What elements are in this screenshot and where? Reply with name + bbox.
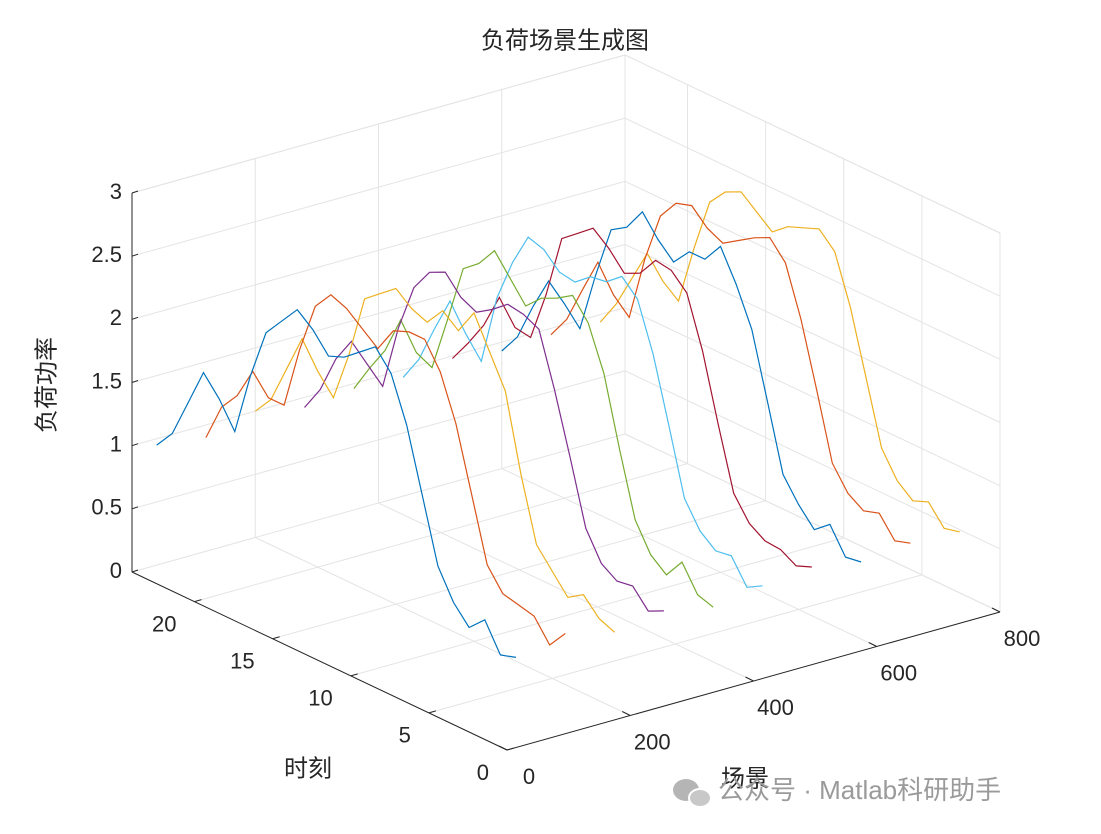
z-tick-label: 0.5: [91, 495, 122, 520]
y-tick-label: 800: [1004, 626, 1041, 651]
x-axis-label: 时刻: [284, 755, 332, 782]
box-line: [624, 54, 1001, 234]
grid-line: [624, 244, 1001, 423]
z-tick-label: 0: [110, 558, 122, 583]
z-tick: [131, 443, 139, 447]
y-tick: [498, 745, 508, 751]
grid-line: [624, 180, 1001, 360]
x-axis: [131, 571, 508, 751]
x-tick: [272, 636, 280, 640]
x-tick-label: 20: [152, 611, 176, 636]
grid-line: [272, 500, 766, 640]
series-line: [254, 287, 615, 633]
series-line: [501, 210, 862, 563]
y-tick-label: 200: [634, 729, 671, 754]
y-tick-label: 0: [523, 764, 535, 789]
series-line: [156, 308, 517, 658]
grid-line: [624, 307, 1001, 487]
x-tick: [194, 599, 202, 603]
z-tick: [131, 506, 139, 510]
z-tick-label: 2.5: [91, 242, 122, 267]
series-line: [451, 227, 812, 568]
x-tick: [428, 710, 437, 714]
z-tick-label: 3: [110, 179, 122, 204]
grid-line: [624, 117, 1001, 297]
z-tick-label: 2: [110, 305, 122, 330]
grid-line: [501, 468, 877, 647]
z-tick: [131, 569, 139, 573]
x-tick-label: 15: [230, 649, 254, 674]
x-tick-label: 10: [308, 686, 332, 711]
x-tick: [506, 747, 515, 751]
chart-title: 负荷场景生成图: [481, 27, 649, 54]
series-line: [402, 236, 763, 588]
series-line: [304, 271, 664, 612]
grid-line: [350, 537, 844, 677]
x-tick-label: 0: [477, 760, 489, 785]
series-line: [550, 202, 911, 544]
z-tick-label: 1: [110, 431, 122, 456]
watermark: 公众号 · Matlab科研助手: [718, 775, 1001, 805]
z-tick: [131, 316, 139, 320]
grid-line: [428, 574, 923, 714]
z-tick-label: 1.5: [91, 368, 122, 393]
x-tick: [350, 673, 358, 677]
y-tick: [868, 642, 877, 647]
watermark-icon: [673, 779, 712, 808]
y-tick-label: 400: [757, 695, 794, 720]
z-tick: [131, 190, 139, 194]
grid-line: [378, 502, 754, 682]
series-line: [599, 191, 960, 533]
y-axis-label: 场景: [721, 765, 769, 792]
grid-line: [194, 463, 688, 603]
y-tick-label: 600: [880, 660, 917, 685]
z-tick: [131, 253, 139, 257]
y-tick: [991, 607, 1001, 613]
x-tick-label: 5: [399, 723, 411, 748]
series-line: [205, 294, 566, 646]
series-line: [353, 249, 714, 608]
z-tick: [131, 380, 139, 383]
box-line: [131, 54, 626, 194]
y-tick: [745, 676, 754, 682]
y-tick: [622, 711, 631, 716]
grid-line: [624, 433, 1001, 613]
z-axis-label: 负荷功率: [33, 337, 60, 433]
grid-line: [624, 370, 1001, 550]
